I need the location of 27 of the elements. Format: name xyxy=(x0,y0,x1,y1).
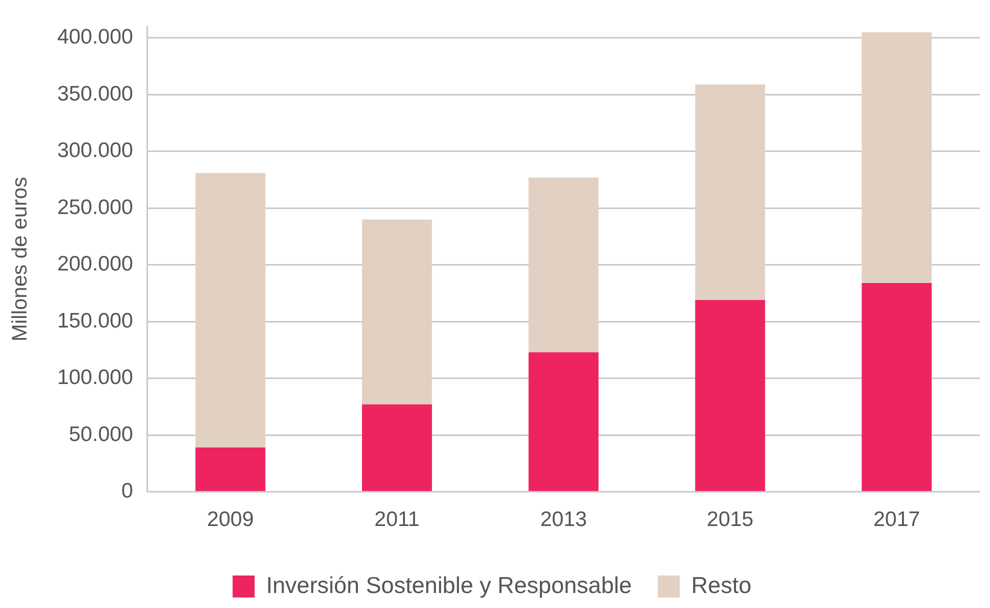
bar xyxy=(695,300,766,492)
x-tick-label: 2011 xyxy=(374,508,420,532)
bar xyxy=(195,172,266,448)
bar xyxy=(528,178,599,352)
y-tick-label: 300.000 xyxy=(57,139,134,162)
y-tick-label: 250.000 xyxy=(57,196,134,219)
y-tick-label: 150.000 xyxy=(57,309,134,332)
x-tick-label: 2015 xyxy=(706,508,754,532)
y-tick-label: 0 xyxy=(121,480,134,503)
y-axis-title: Millones de euros xyxy=(8,176,32,342)
legend-label: Resto xyxy=(691,572,752,598)
x-tick-label: 2009 xyxy=(207,508,254,532)
y-tick-label: 100.000 xyxy=(57,366,134,390)
x-tick-label: 2017 xyxy=(873,508,920,532)
bar xyxy=(528,352,599,492)
bar xyxy=(362,404,432,492)
bar xyxy=(362,219,432,404)
y-tick-label: 350.000 xyxy=(57,82,134,106)
x-tick-label: 2013 xyxy=(540,508,587,532)
y-tick-label: 200.000 xyxy=(57,252,134,276)
y-tick-label: 400.000 xyxy=(57,26,134,49)
legend-label: Inversión Sostenible y Responsable xyxy=(266,572,632,598)
bar xyxy=(862,32,932,284)
bar xyxy=(862,283,932,492)
bar xyxy=(695,84,766,300)
bar xyxy=(195,448,266,492)
y-tick-label: 50.000 xyxy=(68,422,134,446)
